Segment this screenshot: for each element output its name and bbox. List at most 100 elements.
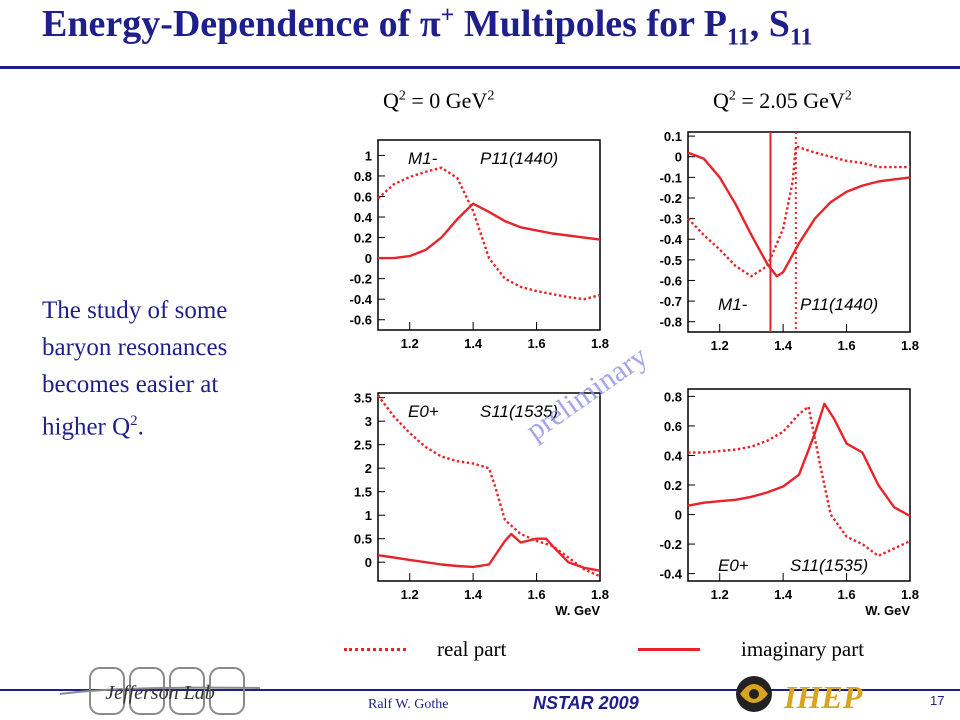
chart-panel-bottom-right: 0.8 0.6 0.4 0.2 0 -0.2 -0.4 1.2 1.4 1.6 1.8W, GeV E… [660, 388, 919, 615]
y-tick-label: 0 [365, 555, 372, 570]
body-end: . [137, 413, 144, 441]
y-tick-label: 0.8 [354, 169, 372, 184]
x-tick-label: 1.6 [838, 587, 856, 602]
y-tick-label: 0.6 [664, 419, 682, 434]
body-text: The study of some baryon resonances beco… [42, 292, 287, 445]
multipole-label: M1- [718, 295, 748, 314]
x-tick-label: 1.8 [901, 587, 919, 602]
resonance-label: S11(1535) [790, 556, 868, 575]
y-tick-label: 0 [675, 150, 682, 165]
chart-panel-bottom-left: 3.5 3 2.5 2 1.5 1 0.5 0 1.2 1.4 1.6 1.8W, GeV E0+ S11… [354, 391, 609, 615]
y-tick-label: 3 [365, 414, 372, 429]
series-imaginary-part-line [377, 532, 601, 572]
y-tick-label: -0.6 [350, 313, 372, 328]
series-imaginary-part-line [687, 402, 911, 518]
y-tick-label: 0.2 [664, 478, 682, 493]
x-tick-label: 1.6 [838, 338, 856, 353]
col-right-pre: Q [713, 88, 729, 113]
multipole-label: E0+ [718, 556, 749, 575]
x-tick-label: 1.4 [774, 587, 793, 602]
col-left-sup1: 2 [398, 88, 406, 104]
y-tick-label: -0.8 [660, 315, 682, 330]
x-tick-label: 1.6 [528, 587, 546, 602]
ihep-logo: IHEP [736, 676, 863, 715]
y-tick-label: 0.4 [354, 210, 373, 225]
y-tick-label: -0.2 [350, 272, 372, 287]
x-tick-label: 1.2 [401, 587, 419, 602]
y-tick-label: 2.5 [354, 438, 372, 453]
footer-author: Ralf W. Gothe [368, 697, 449, 712]
title-sub1: 11 [727, 24, 750, 51]
title-mid: Multipoles for P [454, 3, 728, 45]
x-tick-label: 1.8 [901, 338, 919, 353]
series-imaginary-part-line [378, 202, 601, 260]
x-tick-label: 1.4 [464, 587, 483, 602]
col-right-sup1: 2 [728, 88, 736, 104]
column-header-right: Q2 = 2.05 GeV2 [713, 88, 852, 114]
footer-divider [0, 689, 960, 691]
series-real-part-line [377, 166, 601, 301]
y-tick-label: -0.6 [660, 273, 682, 288]
y-tick-label: 0.8 [664, 389, 682, 404]
col-right-mid: = 2.05 GeV [735, 88, 845, 113]
y-tick-label: -0.5 [660, 253, 682, 268]
resonance-label: S11(1535) [480, 402, 558, 421]
x-tick-label: 1.6 [528, 336, 546, 348]
y-tick-label: 1.5 [354, 485, 372, 500]
title-sub2: 11 [789, 24, 813, 51]
y-tick-label: -0.7 [660, 294, 682, 309]
x-axis-label: W, GeV [555, 603, 600, 615]
title-sup: + [440, 2, 455, 29]
x-axis-label: W, GeV [865, 603, 910, 615]
x-tick-label: 1.2 [401, 336, 419, 348]
y-tick-label: 3.5 [354, 391, 372, 406]
plot-frame [377, 139, 601, 331]
legend-real-label: real part [437, 637, 507, 661]
col-left-sup2: 2 [487, 88, 495, 104]
x-tick-label: 1.4 [774, 338, 793, 353]
y-tick-label: -0.4 [350, 292, 373, 307]
y-tick-label: 0.5 [354, 532, 372, 547]
series-real-part-line [377, 394, 601, 578]
title-sep: , S [749, 3, 790, 45]
jefferson-lab-logo: Jefferson Lab [60, 667, 260, 715]
x-tick-label: 1.4 [464, 336, 483, 348]
plot-frame [377, 392, 601, 582]
legend-imag-swatch [638, 648, 700, 651]
resonance-label: P11(1440) [800, 295, 878, 314]
y-tick-label: 0.6 [354, 189, 372, 204]
plot-frame [687, 388, 911, 582]
ihep-emblem-icon [736, 676, 772, 712]
ihep-logo-text: IHEP [783, 679, 863, 715]
y-tick-label: 1 [365, 508, 372, 523]
multipole-label: M1- [408, 149, 438, 168]
x-tick-label: 1.2 [711, 338, 729, 353]
series-real-part-line [687, 145, 910, 278]
multipole-label: E0+ [408, 402, 439, 421]
page-number: 17 [930, 693, 945, 708]
y-tick-label: -0.2 [660, 537, 682, 552]
legend-real-swatch [344, 648, 406, 651]
slide-title: Energy-Dependence of π+ Multipoles for P… [42, 2, 813, 52]
x-tick-label: 1.8 [591, 336, 609, 348]
body-line: The study of some baryon resonances beco… [42, 297, 228, 441]
y-tick-label: -0.3 [660, 212, 682, 227]
chart-panel-top-left: 1 0.8 0.6 0.4 0.2 0 -0.2 -0.4 -0.6 1.2 1.4 1.6 1.8 M1… [350, 139, 609, 348]
col-left-mid: = 0 GeV [405, 88, 488, 113]
x-tick-label: 1.8 [591, 587, 609, 602]
title-main: Energy-Dependence of π [42, 3, 441, 45]
jlab-logo-text: Jefferson Lab [105, 682, 214, 704]
col-right-sup2: 2 [844, 88, 852, 104]
title-divider [0, 66, 960, 69]
series-imaginary-part-line [687, 151, 911, 278]
y-tick-label: -0.4 [660, 232, 683, 247]
y-tick-label: 1 [365, 148, 372, 163]
x-tick-label: 1.2 [711, 587, 729, 602]
plot-frame [687, 131, 911, 333]
y-tick-label: -0.4 [660, 567, 683, 582]
footer-conference: NSTAR 2009 [533, 693, 639, 713]
resonance-label: P11(1440) [480, 149, 558, 168]
chart-panel-top-right: 0.1 0 -0.1 -0.2 -0.3 -0.4 -0.5 -0.6 -0.7 -0.8 1.2 1… [660, 129, 919, 353]
column-header-left: Q2 = 0 GeV2 [383, 88, 494, 114]
col-left-pre: Q [383, 88, 399, 113]
